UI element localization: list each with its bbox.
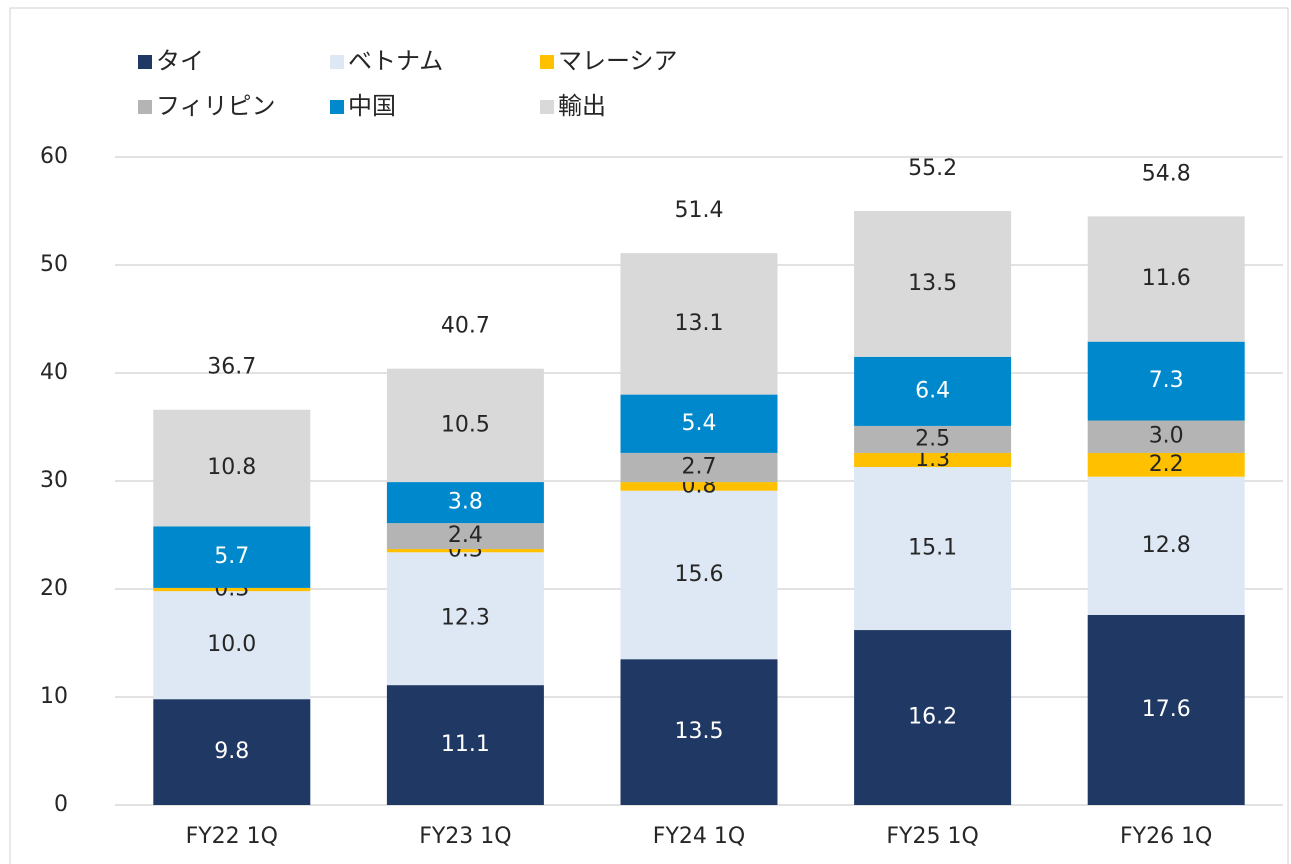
y-tick-label: 0: [54, 792, 68, 817]
data-label: 10.0: [207, 632, 256, 657]
bar-segment: [854, 425, 1012, 453]
x-tick-label: FY26 1Q: [1120, 824, 1212, 849]
total-label: 54.8: [1142, 161, 1191, 186]
bar-segment: [153, 526, 311, 588]
bar-segment: [620, 490, 778, 660]
bar-segment: [854, 630, 1012, 805]
data-label: 2.5: [915, 426, 950, 451]
data-label: 6.4: [915, 378, 950, 403]
bar-segment: [620, 394, 778, 453]
bar-segment: [854, 452, 1012, 467]
legend-swatch: [138, 55, 152, 69]
bar-segment: [386, 482, 544, 524]
data-label: 15.1: [908, 536, 957, 561]
data-label: 5.4: [682, 411, 717, 436]
legend-label: 輸出: [558, 92, 606, 120]
legend-swatch: [330, 100, 344, 114]
y-tick-label: 50: [40, 252, 68, 277]
data-label: 7.3: [1149, 368, 1184, 393]
bar-segment: [1087, 614, 1245, 805]
y-tick-label: 40: [40, 360, 68, 385]
bar-segment: [153, 699, 311, 805]
y-tick-label: 20: [40, 576, 68, 601]
chart-frame: [9, 7, 1289, 864]
data-label: 2.7: [682, 455, 717, 480]
bar-segment: [1087, 452, 1245, 477]
data-label: 13.5: [675, 719, 724, 744]
data-label: 17.6: [1142, 697, 1191, 722]
bar-segment: [153, 587, 311, 592]
bar-segment: [1087, 216, 1245, 342]
bar-segment: [1087, 420, 1245, 453]
bar-segment: [153, 409, 311, 527]
data-label: 10.5: [441, 412, 490, 437]
legend-label: タイ: [156, 47, 204, 75]
legend-swatch: [540, 55, 554, 69]
data-label: 2.4: [448, 523, 483, 548]
data-label: 2.2: [1149, 452, 1184, 477]
total-label: 40.7: [441, 314, 490, 339]
x-tick-label: FY24 1Q: [653, 824, 745, 849]
x-tick-label: FY23 1Q: [419, 824, 511, 849]
data-label: 13.5: [908, 271, 957, 296]
bar-segment: [386, 549, 544, 553]
bar-segment: [854, 211, 1012, 357]
bar-segment: [386, 368, 544, 483]
data-label: 3.0: [1149, 424, 1184, 449]
x-tick-label: FY25 1Q: [886, 824, 978, 849]
legend-label: ベトナム: [348, 47, 443, 75]
data-label: 13.1: [675, 311, 724, 336]
total-label: 55.2: [908, 156, 957, 181]
data-label: 3.8: [448, 490, 483, 515]
bar-segment: [1087, 476, 1245, 615]
bar-segment: [620, 452, 778, 483]
legend-label: 中国: [348, 92, 396, 120]
data-label: 5.7: [214, 544, 249, 569]
data-label: 9.8: [214, 739, 249, 764]
data-label: 16.2: [908, 705, 957, 730]
total-label: 51.4: [675, 198, 724, 223]
data-label: 12.3: [441, 606, 490, 631]
data-label: 11.1: [441, 732, 490, 757]
x-tick-label: FY22 1Q: [186, 824, 278, 849]
bar-segment: [854, 356, 1012, 426]
bar-segment: [386, 552, 544, 686]
legend-swatch: [138, 100, 152, 114]
bar-segment: [620, 659, 778, 805]
bar-segment: [620, 253, 778, 395]
bar-segment: [386, 685, 544, 805]
data-label: 15.6: [675, 562, 724, 587]
y-tick-label: 30: [40, 468, 68, 493]
total-label: 36.7: [207, 355, 256, 380]
bar-segment: [153, 591, 311, 700]
data-label: 11.6: [1142, 266, 1191, 291]
bar-segment: [620, 482, 778, 491]
bar-segment: [854, 466, 1012, 631]
y-tick-label: 10: [40, 684, 68, 709]
legend-label: フィリピン: [156, 92, 276, 120]
legend-swatch: [330, 55, 344, 69]
legend-swatch: [540, 100, 554, 114]
bar-segment: [386, 523, 544, 550]
data-label: 10.8: [207, 455, 256, 480]
legend-label: マレーシア: [558, 47, 678, 75]
data-label: 12.8: [1142, 533, 1191, 558]
bar-segment: [1087, 341, 1245, 421]
y-tick-label: 60: [40, 144, 68, 169]
